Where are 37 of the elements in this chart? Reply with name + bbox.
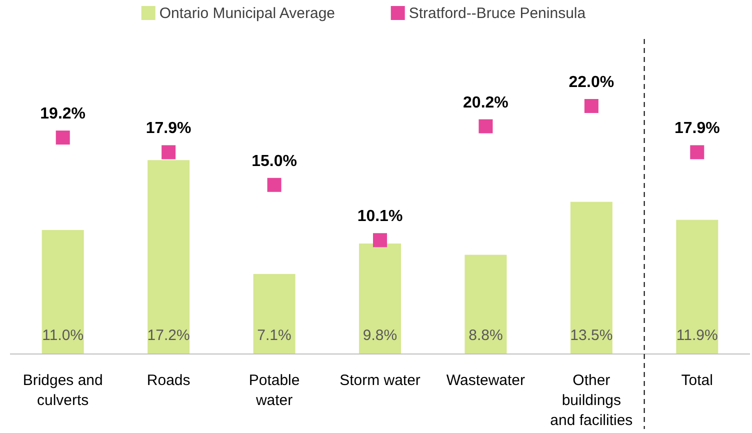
legend-label: Ontario Municipal Average	[159, 5, 336, 22]
data-label: 10.1%	[357, 208, 403, 226]
x-tick-label: Total	[681, 372, 713, 389]
x-tick-label: Bridges and culverts	[22, 372, 103, 409]
bar	[676, 220, 718, 354]
bar	[253, 274, 296, 354]
data-label: 22.0%	[568, 74, 614, 91]
point	[690, 145, 704, 160]
bar	[42, 230, 84, 354]
legend-label: Stratford--Bruce Peninsula	[408, 5, 586, 22]
data-label: 17.9%	[146, 120, 192, 138]
bar	[359, 244, 401, 354]
data-label: 13.5%	[570, 327, 613, 344]
point	[267, 178, 282, 192]
x-tick-label: Storm water	[340, 372, 420, 389]
x-tick-label: Roads	[146, 372, 190, 389]
point	[478, 119, 493, 134]
x-tick-label: Wastewater	[446, 372, 526, 389]
x-tick-label: Other buildings and facilities	[550, 372, 633, 429]
data-label: 17.2%	[147, 327, 190, 344]
data-label: 19.2%	[40, 106, 86, 123]
point	[56, 130, 70, 145]
data-label: 7.1%	[257, 327, 292, 344]
data-label: 15.0%	[252, 152, 297, 170]
data-label: 9.8%	[362, 327, 398, 344]
data-label: 11.0%	[42, 327, 84, 344]
bar	[148, 160, 190, 354]
data-label: 8.8%	[468, 327, 503, 344]
data-label: 17.9%	[674, 120, 720, 138]
point	[584, 99, 598, 113]
point	[162, 145, 176, 160]
point	[373, 233, 387, 248]
bar	[464, 254, 507, 354]
data-label: 20.2%	[463, 94, 508, 112]
bar	[570, 202, 612, 354]
x-tick-label: Potable water	[248, 372, 300, 409]
data-label: 11.9%	[676, 327, 718, 344]
